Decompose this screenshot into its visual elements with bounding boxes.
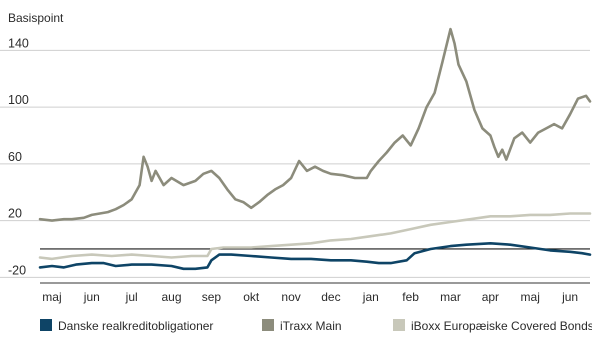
- legend-label-1: iTraxx Main: [280, 319, 342, 333]
- x-tick-label-1: jun: [83, 290, 100, 304]
- x-tick-label-10: mar: [440, 290, 461, 304]
- x-tick-label-0: maj: [42, 290, 61, 304]
- x-tick-label-6: nov: [281, 290, 300, 304]
- legend-label-0: Danske realkreditobligationer: [58, 319, 213, 333]
- x-tick-label-13: jun: [561, 290, 578, 304]
- x-tick-label-5: okt: [243, 290, 260, 304]
- legend: Danske realkreditobligationer iTraxx Main…: [40, 319, 592, 333]
- y-axis-label: Basispoint: [8, 11, 64, 25]
- series-line-2: [38, 212, 592, 261]
- y-tick-labels: -20 20 60 100 140: [8, 36, 29, 277]
- y-tick-label-4: 140: [8, 36, 29, 50]
- legend-label-2: iBoxx Europæiske Covered Bonds: [411, 319, 592, 333]
- x-tick-label-11: apr: [482, 290, 499, 304]
- series-line-0: [38, 242, 592, 271]
- y-tick-label-0: -20: [8, 263, 26, 277]
- legend-swatch-2: [393, 319, 405, 331]
- legend-swatch-1: [262, 319, 274, 331]
- x-tick-label-9: feb: [402, 290, 419, 304]
- y-tick-label-2: 60: [8, 150, 22, 164]
- series-lines: [38, 27, 592, 271]
- x-tick-label-8: jan: [362, 290, 379, 304]
- x-tick-label-7: dec: [321, 290, 340, 304]
- x-tick-labels: maj jun jul aug sep okt nov dec jan feb mar apr maj j…: [42, 290, 578, 304]
- grid: [0, 49, 590, 278]
- y-tick-label-1: 20: [8, 207, 22, 221]
- x-tick-label-3: aug: [162, 290, 182, 304]
- y-tick-label-3: 100: [8, 93, 29, 107]
- series-line-1: [38, 27, 592, 222]
- legend-swatch-0: [40, 319, 52, 331]
- x-tick-label-4: sep: [202, 290, 222, 304]
- x-tick-label-12: maj: [521, 290, 540, 304]
- x-tick-label-2: jul: [125, 290, 138, 304]
